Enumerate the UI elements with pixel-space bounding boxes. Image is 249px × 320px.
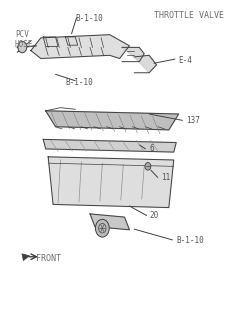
- Circle shape: [145, 163, 151, 170]
- Text: FRONT: FRONT: [36, 254, 61, 263]
- Text: 11: 11: [161, 173, 171, 182]
- Text: B-1-10: B-1-10: [65, 78, 93, 87]
- Text: B-1-10: B-1-10: [176, 236, 204, 245]
- Circle shape: [95, 219, 109, 237]
- Text: 137: 137: [186, 116, 200, 125]
- Polygon shape: [90, 214, 129, 230]
- Text: 20: 20: [149, 211, 158, 220]
- Text: 6: 6: [149, 144, 154, 153]
- Polygon shape: [134, 55, 157, 73]
- Polygon shape: [43, 140, 176, 152]
- Text: PCV
HOSE: PCV HOSE: [15, 30, 33, 49]
- Text: B-1-10: B-1-10: [75, 14, 103, 23]
- Polygon shape: [31, 35, 129, 59]
- Circle shape: [18, 41, 27, 53]
- Polygon shape: [48, 157, 174, 208]
- Text: E-4: E-4: [179, 56, 192, 65]
- Polygon shape: [46, 111, 179, 130]
- Text: THROTTLE VALVE: THROTTLE VALVE: [154, 11, 224, 20]
- Polygon shape: [122, 47, 144, 62]
